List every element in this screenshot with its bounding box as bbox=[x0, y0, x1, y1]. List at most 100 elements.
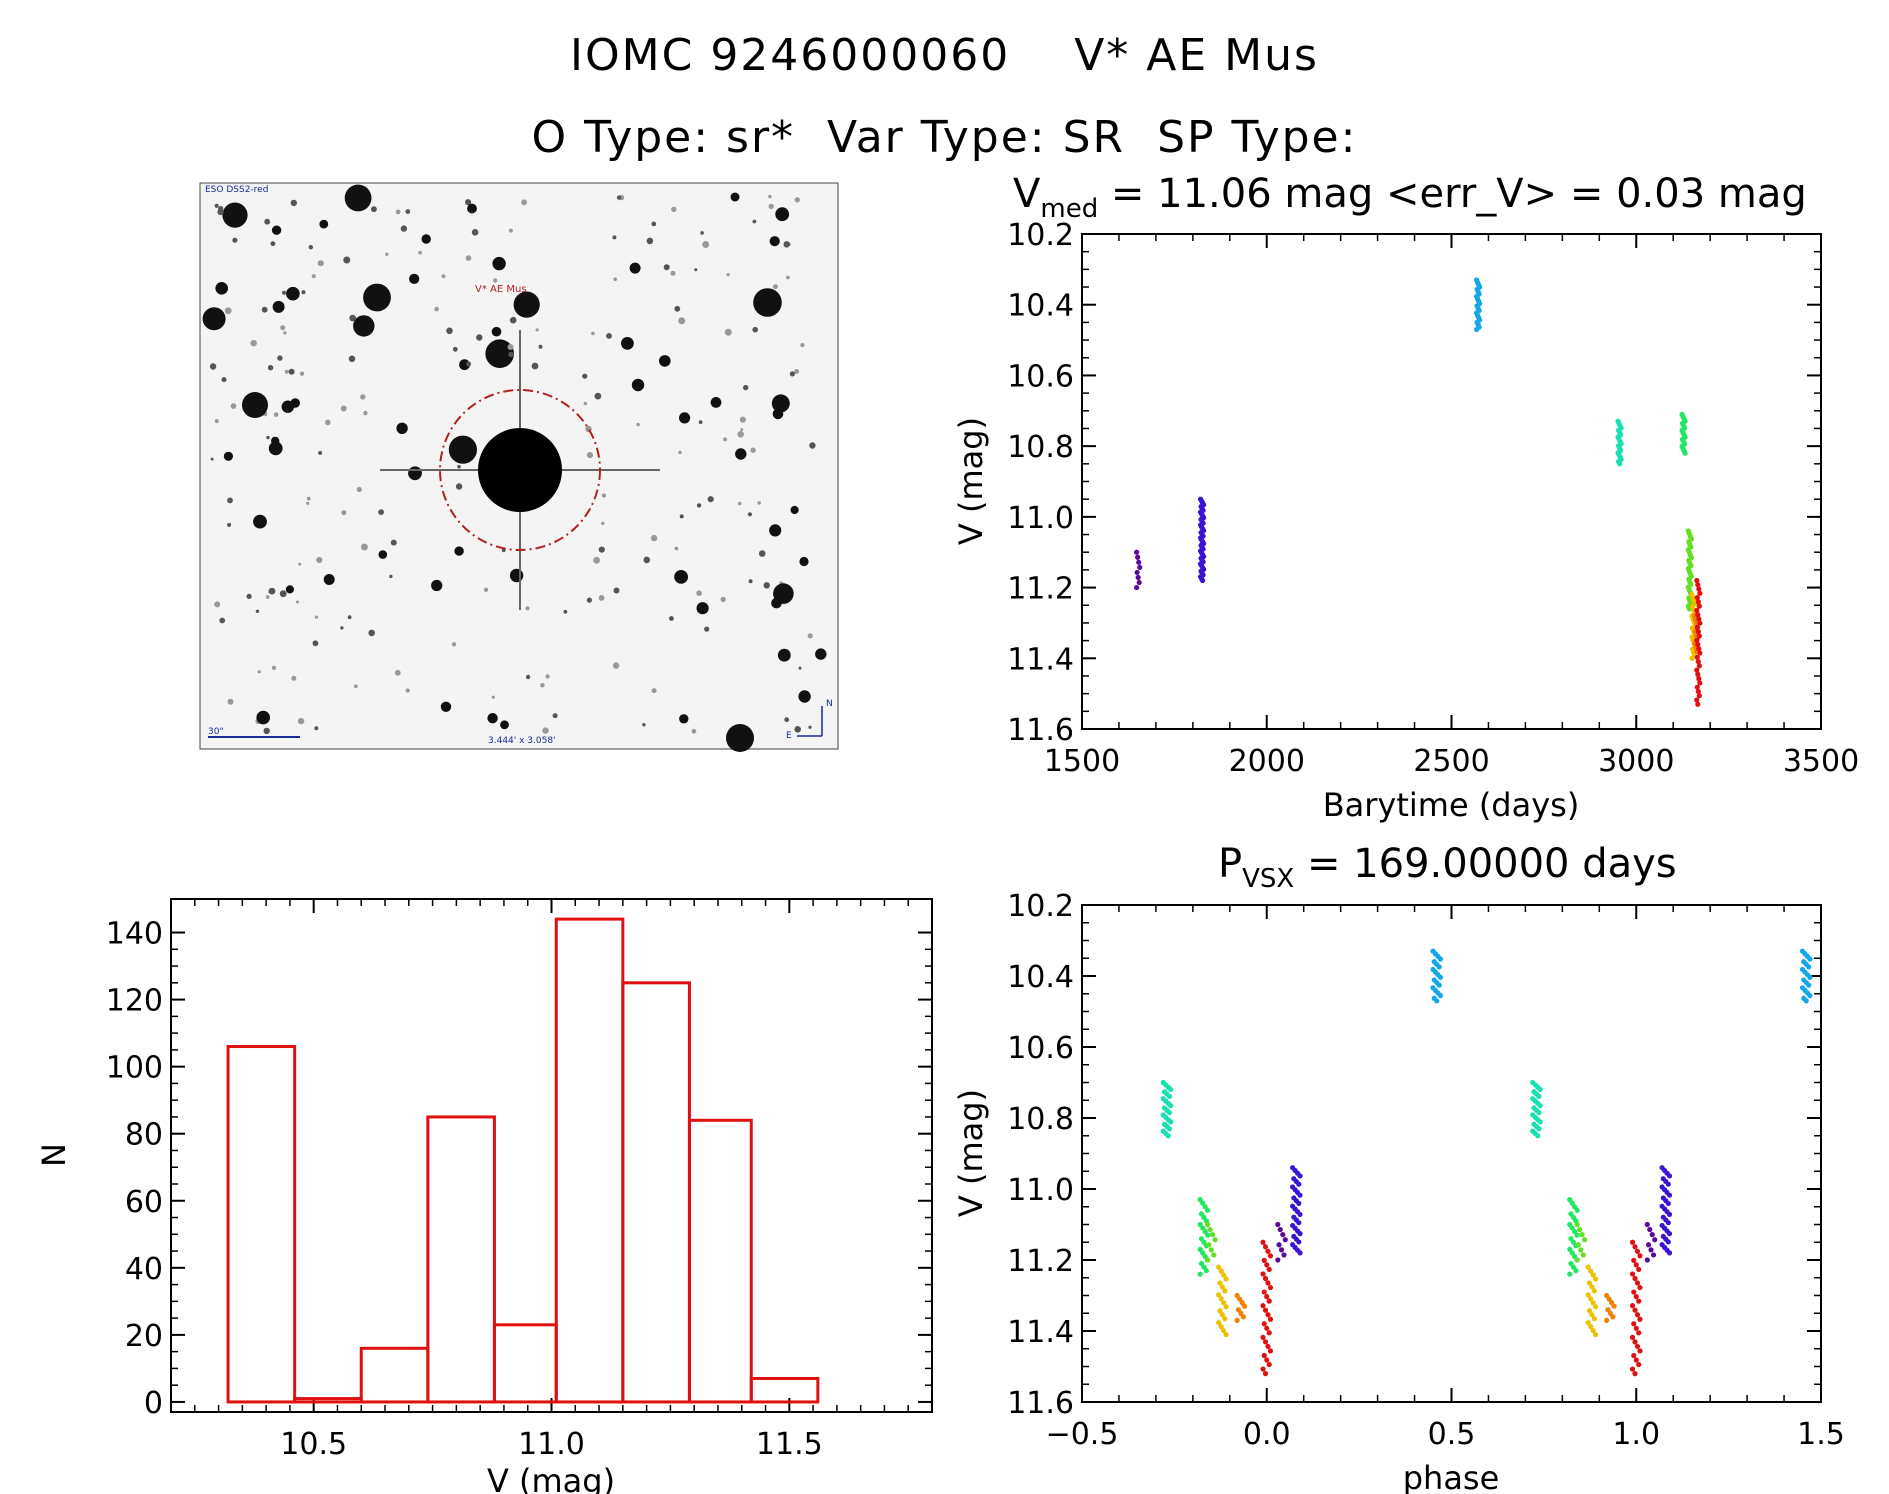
field-star bbox=[319, 219, 329, 229]
field-star bbox=[542, 727, 549, 734]
field-star bbox=[601, 493, 607, 498]
lightcurve-point-s9 bbox=[1694, 594, 1700, 601]
phased-point-p6 bbox=[1266, 1298, 1272, 1304]
phased-point-p15 bbox=[1631, 1289, 1637, 1295]
phased-ylabel: V (mag) bbox=[952, 1089, 990, 1217]
phased-point-p12 bbox=[1579, 1232, 1585, 1238]
lightcurve-point-s5 bbox=[1682, 450, 1688, 456]
phased-point-p8 bbox=[1296, 1220, 1302, 1226]
field-star bbox=[636, 422, 640, 427]
field-star bbox=[217, 209, 224, 216]
phased-point-p6 bbox=[1260, 1271, 1266, 1277]
field-star bbox=[720, 596, 726, 603]
phased-point-p18 bbox=[1807, 956, 1813, 962]
histogram-ytick-label: 80 bbox=[125, 1118, 163, 1153]
field-star bbox=[230, 403, 237, 409]
field-star bbox=[385, 252, 389, 256]
lightcurve-ytick-label: 10.4 bbox=[1007, 289, 1074, 324]
phased-point-p15 bbox=[1636, 1330, 1642, 1336]
field-star bbox=[613, 277, 617, 282]
field-star bbox=[748, 579, 753, 584]
field-star bbox=[277, 355, 283, 361]
field-star bbox=[786, 275, 790, 280]
phased-point-p6 bbox=[1266, 1266, 1272, 1273]
field-star bbox=[540, 683, 545, 688]
field-star bbox=[670, 270, 676, 276]
phased-point-p10 bbox=[1537, 1086, 1543, 1093]
phased-point-p13 bbox=[1588, 1296, 1594, 1302]
field-star bbox=[509, 568, 524, 583]
phased-point-p4 bbox=[1223, 1304, 1229, 1310]
field-star bbox=[513, 291, 540, 318]
field-star bbox=[696, 590, 702, 596]
field-star bbox=[621, 337, 634, 350]
light-curve-xlabel: Barytime (days) bbox=[1323, 786, 1580, 824]
field-star bbox=[487, 713, 498, 724]
field-star bbox=[261, 306, 268, 313]
field-star bbox=[723, 437, 728, 442]
lightcurve-ytick-label: 10.6 bbox=[1007, 359, 1074, 394]
field-star bbox=[750, 447, 756, 453]
field-star bbox=[219, 617, 226, 624]
histogram-plot: 10.5 11.0 11.5 0 20 40 60 80 100 120 140 V (mag) N bbox=[35, 898, 933, 1494]
field-star bbox=[257, 670, 261, 674]
phased-point-p2 bbox=[1205, 1232, 1211, 1238]
phased-point-p9 bbox=[1436, 964, 1442, 970]
field-star bbox=[267, 365, 274, 371]
field-star bbox=[446, 327, 453, 335]
field-star bbox=[525, 674, 531, 680]
field-star bbox=[301, 290, 306, 295]
lightcurve-point-s9 bbox=[1694, 667, 1700, 673]
phased-point-p6 bbox=[1260, 1303, 1266, 1309]
phased-point-p6 bbox=[1267, 1316, 1274, 1322]
light-curve-axes: 1500 2000 2500 3000 3500 10.2 10.4 10.6 10.8 11.0… bbox=[1007, 218, 1859, 779]
field-star bbox=[227, 698, 234, 705]
field-star bbox=[371, 206, 377, 213]
field-star bbox=[651, 221, 657, 227]
lightcurve-xtick-label: 3500 bbox=[1783, 744, 1859, 779]
field-star bbox=[457, 464, 461, 469]
phased-point-p18 bbox=[1806, 982, 1812, 988]
field-star bbox=[299, 371, 305, 376]
field-star bbox=[492, 256, 506, 271]
phased-point-p13 bbox=[1590, 1327, 1596, 1334]
field-star bbox=[467, 203, 477, 214]
lightcurve-point-s9 bbox=[1694, 577, 1700, 584]
phased-point-p15 bbox=[1633, 1357, 1639, 1363]
field-star bbox=[306, 501, 310, 505]
field-star bbox=[340, 405, 347, 412]
phased-point-p16 bbox=[1647, 1226, 1653, 1233]
field-star bbox=[669, 616, 674, 621]
phased-point-p4 bbox=[1221, 1300, 1227, 1306]
histogram-bar bbox=[492, 1323, 558, 1404]
phased-point-p16 bbox=[1644, 1221, 1650, 1228]
phased-point-p18 bbox=[1803, 998, 1809, 1004]
phased-point-p13 bbox=[1590, 1300, 1596, 1306]
phased-point-p17 bbox=[1666, 1211, 1673, 1218]
phased-point-p6 bbox=[1267, 1253, 1274, 1259]
field-star bbox=[308, 245, 313, 250]
phased-point-p18 bbox=[1807, 993, 1813, 999]
lightcurve-point-s9 bbox=[1696, 616, 1702, 622]
field-star bbox=[451, 642, 457, 647]
phased-point-p15 bbox=[1629, 1271, 1636, 1277]
phased-point-p3 bbox=[1206, 1242, 1212, 1248]
phased-point-p6 bbox=[1261, 1352, 1267, 1359]
phased-point-p7 bbox=[1275, 1257, 1281, 1263]
phased-point-p2 bbox=[1197, 1271, 1203, 1277]
histogram-bar bbox=[749, 1376, 820, 1404]
field-star bbox=[491, 695, 495, 699]
lightcurve-ytick-label: 10.2 bbox=[1007, 218, 1074, 253]
field-star bbox=[270, 241, 276, 247]
field-star bbox=[227, 522, 232, 527]
field-star bbox=[491, 326, 502, 337]
phased-point-p3 bbox=[1207, 1226, 1213, 1233]
field-star bbox=[493, 278, 498, 283]
phased-point-p11 bbox=[1574, 1232, 1580, 1238]
field-star bbox=[343, 256, 351, 264]
field-star bbox=[538, 344, 543, 349]
phased-point-p4 bbox=[1219, 1284, 1226, 1290]
phased-point-p13 bbox=[1585, 1320, 1591, 1326]
phased-point-p6 bbox=[1265, 1248, 1271, 1254]
field-star bbox=[507, 344, 514, 350]
